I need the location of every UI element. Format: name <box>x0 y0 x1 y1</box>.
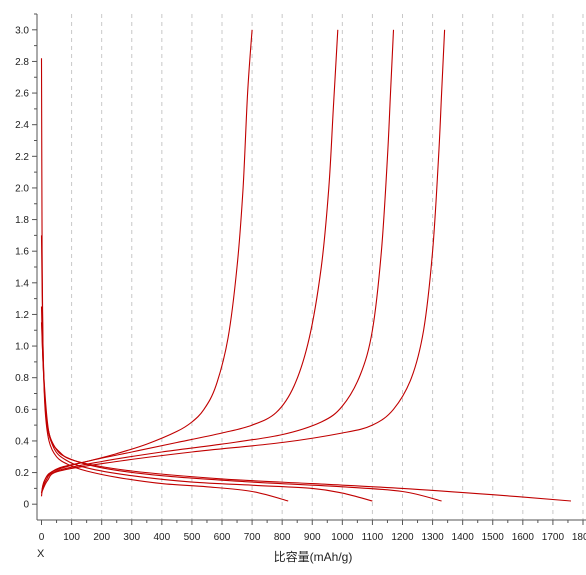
x-tick-label: 800 <box>274 532 291 543</box>
series-line-7 <box>40 29 395 494</box>
y-tick-label: 1.6 <box>15 247 29 258</box>
y-tick-label: 2.0 <box>15 183 29 194</box>
y-tick-label: 0.6 <box>15 405 29 416</box>
y-tick-label: 1.0 <box>15 342 29 353</box>
y-tick-label: 2.8 <box>15 57 29 68</box>
y-tick-label: 1.8 <box>15 215 29 226</box>
series-line-3 <box>40 306 442 502</box>
y-tick-label: 2.2 <box>15 152 29 163</box>
x-tick-label: 1600 <box>512 532 535 543</box>
y-tick-label: 0 <box>23 500 29 511</box>
x-tick-label: 1300 <box>421 532 444 543</box>
series-line-8 <box>40 29 446 494</box>
series-layer <box>40 29 572 502</box>
y-tick-label: 0.4 <box>15 436 29 447</box>
y-tick-label: 1.4 <box>15 278 29 289</box>
x-tick-label: 1500 <box>482 532 505 543</box>
x-tick-label: 1200 <box>391 532 414 543</box>
x-tick-label: 600 <box>214 532 231 543</box>
x-tick-label: 500 <box>184 532 201 543</box>
x-tick-label: 100 <box>63 532 80 543</box>
y-tick-label: 3.0 <box>15 25 29 36</box>
x-axis-title: 比容量(mAh/g) <box>273 550 353 564</box>
y-tick-label: 0.8 <box>15 373 29 384</box>
axes-layer: 0 0.2 0.4 0.6 0.8 1.0 1.2 1.4 1.6 1.8 2.0 2.2 2.4 2.6… <box>15 13 586 543</box>
series-line-6 <box>40 29 339 494</box>
y-tick-label: 2.4 <box>15 120 29 131</box>
x-tick-label: 900 <box>304 532 321 543</box>
x-corner-label: X <box>37 548 45 560</box>
x-tick-label: 1700 <box>542 532 565 543</box>
y-tick-label: 2.6 <box>15 89 29 100</box>
series-line-1 <box>40 58 289 502</box>
series-line-5 <box>40 29 253 497</box>
x-tick-label: 0 <box>39 532 45 543</box>
y-tick-label: 1.2 <box>15 310 29 321</box>
series-line-2 <box>40 235 373 502</box>
x-tick-label: 1100 <box>362 532 384 543</box>
x-tick-label: 400 <box>153 532 170 543</box>
x-tick-label: 1400 <box>452 532 475 543</box>
y-tick-label: 0.2 <box>15 468 29 479</box>
series-line-4 <box>40 322 572 502</box>
x-tick-label: 300 <box>123 532 140 543</box>
x-tick-label: 700 <box>244 532 261 543</box>
x-tick-label: 1000 <box>331 532 354 543</box>
x-tick-label: 1800 <box>572 532 586 543</box>
x-tick-label: 200 <box>93 532 110 543</box>
